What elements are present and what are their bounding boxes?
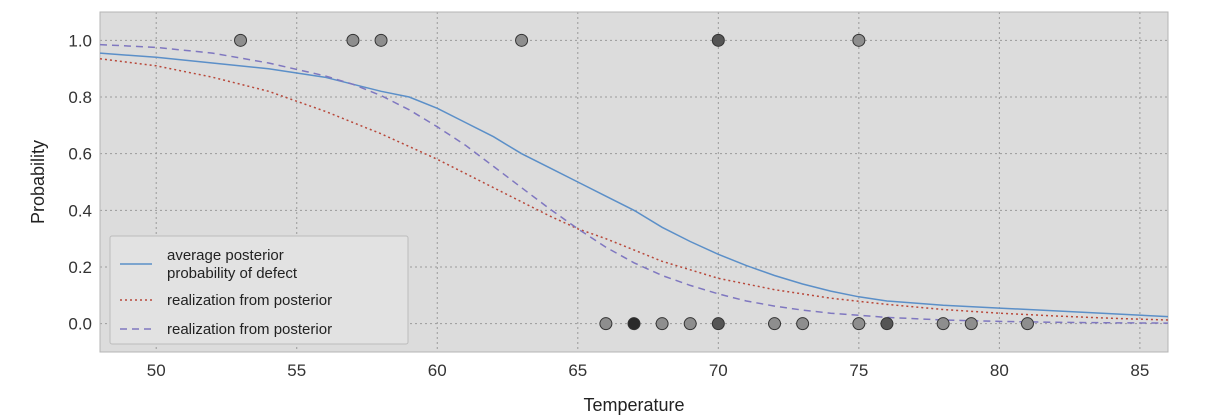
- x-tick-label: 50: [147, 361, 166, 380]
- y-axis-label: Probability: [28, 140, 48, 224]
- x-axis-label: Temperature: [583, 395, 684, 415]
- y-tick-label: 0.6: [68, 145, 92, 164]
- legend-box: [109, 235, 409, 345]
- y-tick-label: 1.0: [68, 31, 92, 50]
- observation-point: [796, 317, 810, 331]
- series-line-3: [99, 43, 1169, 324]
- series-line-1: [99, 52, 1169, 318]
- x-tick-label: 60: [428, 361, 447, 380]
- observation-point: [711, 33, 725, 47]
- x-tick-label: 80: [990, 361, 1009, 380]
- x-tick-label: 70: [709, 361, 728, 380]
- observation-point: [852, 317, 866, 331]
- observation-point: [655, 317, 669, 331]
- plot-frame: [99, 11, 1169, 353]
- legend-label-1: average posterior: [167, 247, 284, 264]
- observation-point: [346, 33, 360, 47]
- series-lines: [99, 43, 1169, 324]
- observation-point: [234, 33, 248, 47]
- y-tick-label: 0.0: [68, 315, 92, 334]
- y-tick-label: 0.2: [68, 258, 92, 277]
- x-tick-label: 55: [287, 361, 306, 380]
- y-axis-ticks: 0.0 0.2 0.4 0.6 0.8 1.0: [68, 31, 92, 333]
- observation-point: [515, 33, 529, 47]
- observation-point: [683, 317, 697, 331]
- x-tick-label: 65: [568, 361, 587, 380]
- series-line-2: [99, 58, 1169, 321]
- y-tick-label: 0.8: [68, 88, 92, 107]
- x-axis-ticks: 50 55 60 65 70 75 80 85: [147, 361, 1150, 380]
- observation-point: [627, 317, 641, 331]
- legend-label-3: realization from posterior: [167, 321, 332, 338]
- observation-point: [374, 33, 388, 47]
- legend-label-1: probability of defect: [167, 265, 298, 282]
- observation-point: [599, 317, 613, 331]
- observation-point: [852, 33, 866, 47]
- y-tick-label: 0.4: [68, 201, 92, 220]
- x-tick-label: 75: [849, 361, 868, 380]
- x-tick-label: 85: [1130, 361, 1149, 380]
- legend-label-2: realization from posterior: [167, 292, 332, 309]
- observation-points: [234, 33, 1034, 331]
- observation-point: [964, 317, 978, 331]
- observation-point: [711, 317, 725, 331]
- observation-point: [936, 317, 950, 331]
- observation-point: [1020, 317, 1034, 331]
- observation-point: [880, 317, 894, 331]
- observation-point: [768, 317, 782, 331]
